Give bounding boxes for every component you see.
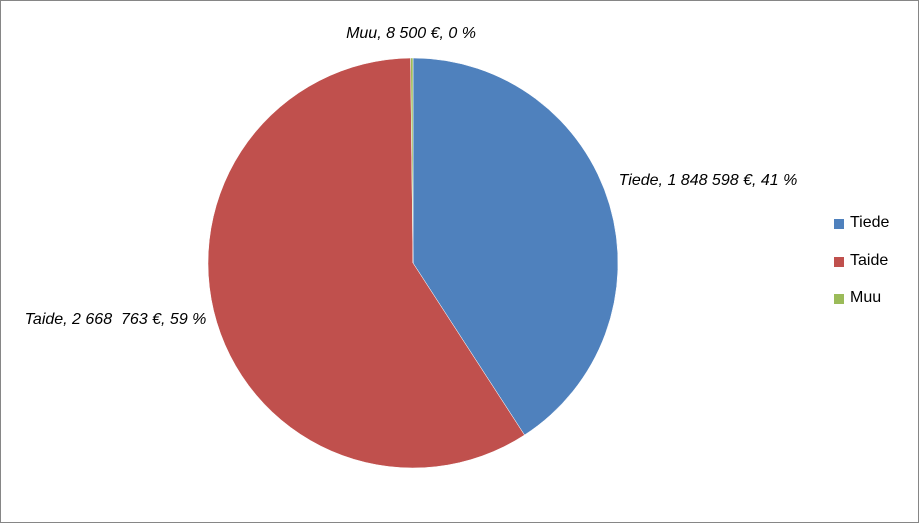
data-label: Muu, 8 500 €, 0 %	[346, 25, 476, 42]
legend-swatch	[834, 294, 844, 304]
legend-swatch	[834, 219, 844, 229]
data-label: Taide, 2 668 763 €, 59 %	[24, 311, 207, 328]
pie-slice	[207, 57, 525, 469]
legend-swatch	[834, 256, 844, 267]
legend-label: Tiede	[850, 214, 890, 231]
pie-slice	[412, 57, 619, 436]
legend-label: Muu	[850, 289, 882, 306]
pie-slice	[410, 57, 414, 264]
legend-label: Taide	[850, 251, 889, 269]
data-label: Tiede, 1 848 598 €, 41 %	[618, 172, 798, 189]
